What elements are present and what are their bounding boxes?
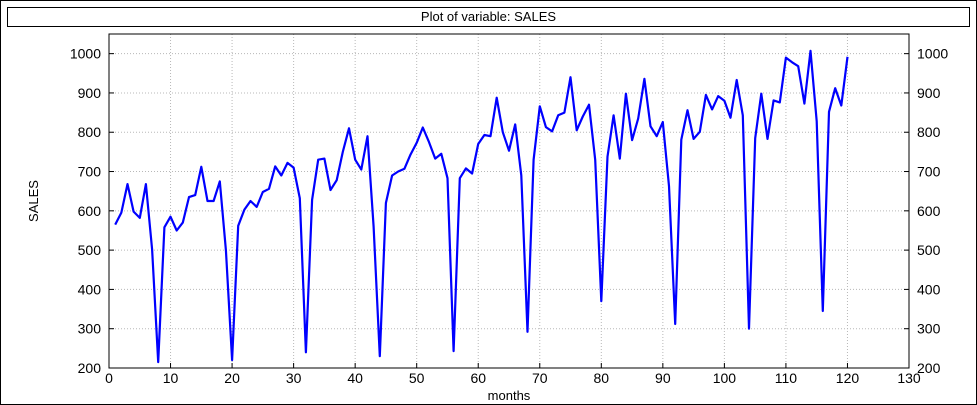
x-tick-label: 30	[286, 370, 302, 386]
chart-title: Plot of variable: SALES	[420, 9, 557, 24]
x-tick-label: 10	[163, 370, 179, 386]
y-tick-label-right: 400	[917, 281, 941, 297]
y-tick-label: 200	[78, 360, 102, 376]
grid-lines	[109, 34, 909, 369]
x-tick-label: 120	[836, 370, 860, 386]
y-tick-label-right: 1000	[917, 46, 948, 62]
y-tick-label-right: 300	[917, 321, 941, 337]
x-tick-label: 100	[713, 370, 737, 386]
series-line-sales	[114, 49, 849, 364]
x-tick-label: 80	[594, 370, 610, 386]
x-tick-label: 90	[655, 370, 671, 386]
x-tick-label: 50	[409, 370, 425, 386]
y-tick-label-right: 500	[917, 242, 941, 258]
x-tick-label: 130	[897, 370, 921, 386]
x-tick-label: 60	[470, 370, 486, 386]
y-tick-label: 300	[78, 321, 102, 337]
y-tick-label-right: 200	[917, 360, 941, 376]
x-tick-label: 20	[224, 370, 240, 386]
plot-area	[108, 33, 910, 369]
y-tick-label-right: 800	[917, 124, 941, 140]
y-tick-label: 500	[78, 242, 102, 258]
y-tick-label-right: 900	[917, 85, 941, 101]
y-axis-label: SALES	[26, 180, 41, 222]
series-layer	[114, 49, 849, 364]
x-tick-label: 110	[775, 370, 798, 386]
chart-title-bar: Plot of variable: SALES	[7, 7, 970, 27]
y-tick-label: 1000	[70, 46, 101, 62]
y-tick-label: 600	[78, 203, 102, 219]
y-tick-label-right: 700	[917, 164, 941, 180]
y-tick-label: 400	[78, 281, 102, 297]
y-tick-label: 800	[78, 124, 102, 140]
y-tick-label-right: 600	[917, 203, 941, 219]
x-tick-label: 70	[532, 370, 548, 386]
x-tick-label: 0	[105, 370, 113, 386]
x-tick-label: 40	[347, 370, 363, 386]
y-tick-label: 900	[78, 85, 102, 101]
x-axis-label: months	[488, 388, 531, 403]
y-tick-label: 700	[78, 164, 102, 180]
